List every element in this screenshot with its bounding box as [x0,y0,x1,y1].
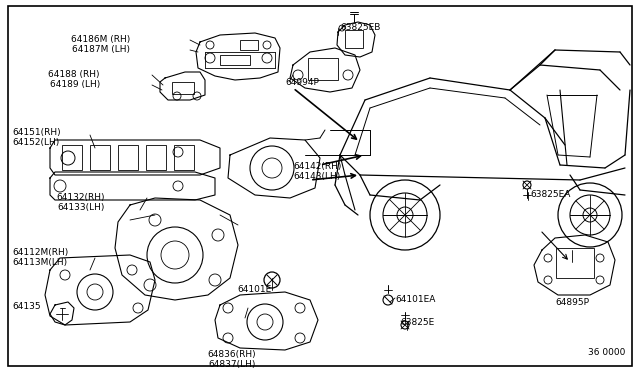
Text: 63825EA: 63825EA [530,190,570,199]
Text: 64836(RH): 64836(RH) [208,350,256,359]
Text: 64101EA: 64101EA [395,295,435,304]
Text: 64151(RH): 64151(RH) [12,128,61,137]
Text: 36 0000: 36 0000 [588,348,625,357]
Text: 64186M (RH): 64186M (RH) [71,35,130,44]
Text: 63825EB: 63825EB [340,23,380,32]
Text: 64994P: 64994P [285,78,319,87]
Bar [240,40,258,50]
Text: 63825E: 63825E [400,318,435,327]
Text: 64142(RH): 64142(RH) [293,162,341,171]
Bar [118,145,138,170]
Text: 64895P: 64895P [555,298,589,307]
Text: 64113M(LH): 64113M(LH) [12,258,67,267]
Bar [556,248,594,278]
Bar [172,82,194,94]
Text: 64135: 64135 [12,302,40,311]
Text: 64132(RH): 64132(RH) [56,193,105,202]
Text: 64187M (LH): 64187M (LH) [72,45,130,54]
Text: 64101E: 64101E [238,285,272,294]
Text: 64143(LH): 64143(LH) [293,172,340,181]
Text: 64112M(RH): 64112M(RH) [12,248,68,257]
Bar [62,145,82,170]
Bar [345,30,363,48]
Text: 64837(LH): 64837(LH) [208,360,256,369]
Text: 64152(LH): 64152(LH) [12,138,60,147]
Text: 64189 (LH): 64189 (LH) [50,80,100,89]
Bar [308,58,338,80]
Bar [220,55,250,65]
Bar [90,145,110,170]
Text: 64188 (RH): 64188 (RH) [49,70,100,79]
Text: 64133(LH): 64133(LH) [58,203,105,212]
Bar [146,145,166,170]
Bar [174,145,194,170]
